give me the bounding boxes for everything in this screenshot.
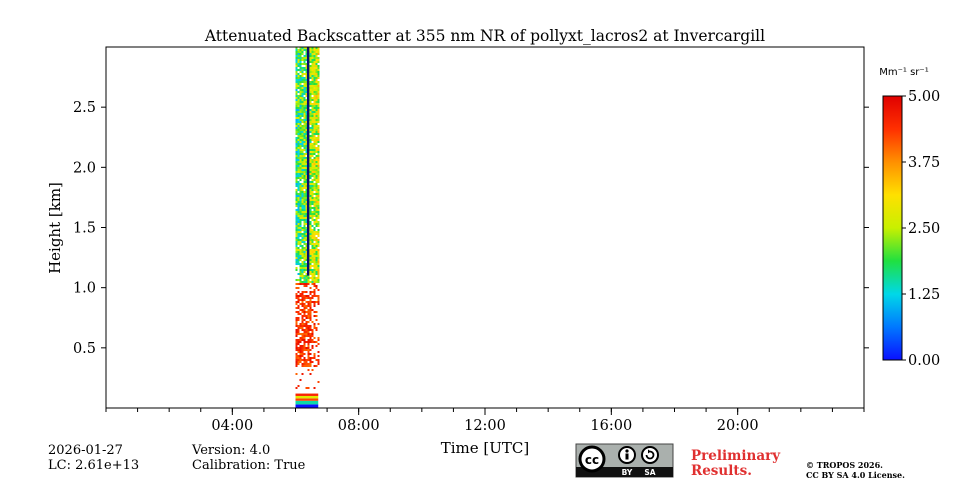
x-tick-label: 04:00 — [211, 418, 253, 434]
cc-text: cc — [585, 453, 599, 467]
ground-layer-2 — [295, 398, 319, 401]
colorbar — [882, 95, 903, 361]
ground-layer-4 — [295, 393, 319, 396]
copyright-note: © TROPOS 2026. CC BY SA 4.0 License. — [806, 460, 905, 480]
lidar-constant: LC: 2.61e+13 — [48, 458, 140, 473]
x-tick-label: 16:00 — [590, 418, 632, 434]
colorbar-unit-label: Mm⁻¹ sr⁻¹ — [879, 67, 928, 78]
version-label: Version: 4.0 — [192, 443, 271, 458]
share-alike-icon — [641, 446, 659, 464]
copyright-line-1: © TROPOS 2026. — [806, 460, 883, 470]
dark-streak — [306, 47, 310, 276]
y-tick-label: 1.0 — [73, 281, 96, 297]
ground-layer-0 — [295, 404, 319, 408]
colorbar-tick-label: 2.50 — [908, 221, 940, 237]
calibration-label: Calibration: True — [192, 458, 306, 473]
colorbar-tick-label: 5.00 — [908, 89, 940, 105]
y-tick-label: 0.5 — [73, 341, 96, 357]
cc-license-badge: cc BY SA — [575, 443, 674, 478]
chart-title: Attenuated Backscatter at 355 nm NR of p… — [204, 27, 765, 45]
y-axis: 0.5 1.0 1.5 2.0 2.5 — [73, 100, 869, 357]
x-tick-label: 12:00 — [464, 418, 506, 434]
y-tick-label: 1.5 — [73, 221, 96, 237]
cc-icon — [578, 445, 606, 473]
x-tick-label: 20:00 — [717, 418, 759, 434]
x-tick-label: 08:00 — [338, 418, 380, 434]
y-tick-label: 2.0 — [73, 160, 96, 176]
x-axis-label: Time [UTC] — [441, 439, 530, 457]
preliminary-line-1: Preliminary — [691, 448, 781, 464]
measurement-date: 2026-01-27 — [48, 443, 123, 458]
colorbar-tick-label: 0.00 — [908, 353, 940, 369]
heatmap-data — [295, 47, 320, 408]
colorbar-ticks: 0.00 1.25 2.50 3.75 5.00 — [902, 89, 940, 369]
ground-layer-1 — [295, 400, 319, 405]
plot-frame — [105, 46, 865, 409]
colorbar-tick-label: 3.75 — [908, 155, 940, 171]
badge-sa: SA — [644, 468, 655, 477]
preliminary-line-2: Results. — [691, 463, 752, 479]
preliminary-results-note: Preliminary Results. — [691, 449, 780, 479]
x-axis: 04:00 08:00 12:00 16:00 20:00 — [105, 408, 865, 434]
copyright-line-2: CC BY SA 4.0 License. — [806, 470, 905, 480]
y-tick-label: 2.5 — [73, 100, 96, 116]
ground-layer-3 — [295, 395, 319, 399]
badge-by: BY — [622, 468, 633, 477]
y-axis-label: Height [km] — [46, 182, 64, 274]
colorbar-tick-label: 1.25 — [908, 287, 940, 303]
